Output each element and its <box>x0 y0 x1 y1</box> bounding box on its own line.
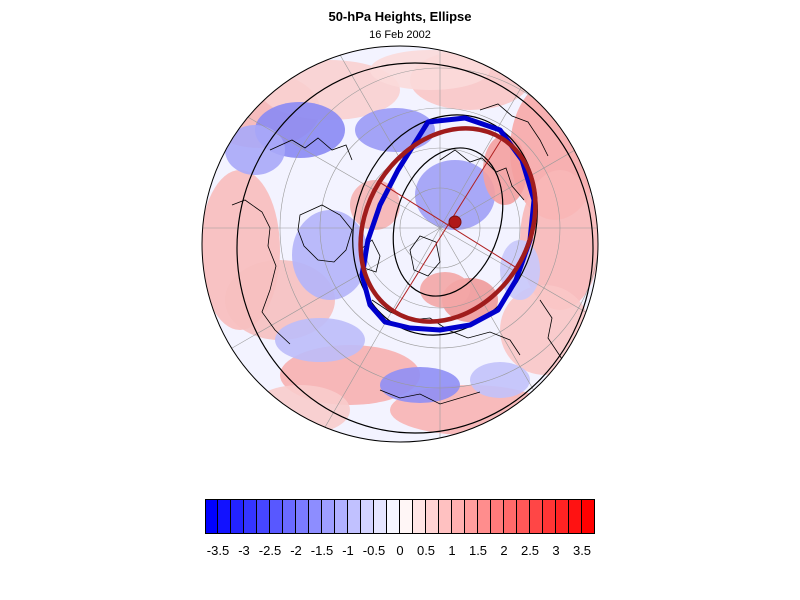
globe-outline <box>201 45 599 443</box>
colorbar-tick-label: 1 <box>448 543 456 558</box>
meridian-line <box>439 227 598 379</box>
coastline-asia-pacific <box>479 103 549 157</box>
colorbar-cell <box>205 499 218 534</box>
colorbar-cell <box>218 499 231 534</box>
coastline-americas <box>231 199 291 345</box>
colorbar <box>205 499 595 534</box>
colorbar-tick-label: 0 <box>396 543 404 558</box>
colorbar-cell <box>309 499 322 534</box>
colorbar-tick-label: -1.5 <box>310 543 334 558</box>
height-contour-middle <box>352 114 538 336</box>
colorbar-tick-label: -2.5 <box>258 543 282 558</box>
anomaly-patch <box>370 50 490 90</box>
map-date: 16 Feb 2002 <box>369 29 431 41</box>
coastline-novaya-zemlya <box>409 235 441 277</box>
anomaly-patch <box>225 125 285 175</box>
coastline-siberia <box>439 149 525 201</box>
colorbar-cell <box>504 499 517 534</box>
anomaly-patch <box>470 362 530 398</box>
colorbar-cell <box>374 499 387 534</box>
map-title: 50-hPa Heights, Ellipse <box>328 9 472 24</box>
meridian-line <box>439 46 591 229</box>
meridian-line <box>439 77 598 229</box>
colorbar-cell <box>569 499 582 534</box>
colorbar-cell <box>348 499 361 534</box>
colorbar-cell <box>322 499 335 534</box>
colorbar-cell <box>452 499 465 534</box>
colorbar-cell <box>556 499 569 534</box>
colorbar-tick-label: -2 <box>290 543 302 558</box>
colorbar-cell <box>361 499 374 534</box>
colorbar-cell <box>465 499 478 534</box>
colorbar-cell <box>543 499 556 534</box>
colorbar-cell <box>387 499 400 534</box>
colorbar-cell <box>296 499 309 534</box>
meridian-line <box>289 46 441 229</box>
colorbar-tick-label: 2.5 <box>520 543 540 558</box>
colorbar-tick-label: -3 <box>238 543 250 558</box>
colorbar-cell <box>231 499 244 534</box>
colorbar-cell <box>517 499 530 534</box>
anomaly-patch <box>415 160 495 230</box>
anomaly-patch <box>483 135 527 205</box>
colorbar-cell <box>283 499 296 534</box>
lat-lon-grid <box>202 46 598 442</box>
anomaly-patch <box>420 272 470 308</box>
colorbar-cell <box>335 499 348 534</box>
colorbar-cell <box>426 499 439 534</box>
coastline-africa-north <box>379 389 481 405</box>
height-contour-outer <box>236 62 594 434</box>
ellipse-centroid <box>448 215 462 229</box>
anomaly-patch <box>380 367 460 403</box>
map-field <box>202 46 598 442</box>
height-contours <box>236 62 594 434</box>
coastline-canada-north <box>269 137 353 161</box>
colorbar-cell <box>244 499 257 534</box>
meridian-line <box>439 227 591 442</box>
colorbar-cell <box>491 499 504 534</box>
colorbar-cell <box>530 499 543 534</box>
colorbar-tick-label: 2 <box>500 543 508 558</box>
colorbar-cell <box>257 499 270 534</box>
colorbar-tick-label: 0.5 <box>416 543 436 558</box>
fitted-ellipse-group <box>358 126 538 324</box>
colorbar-cell <box>400 499 413 534</box>
colorbar-tick-label: 3.5 <box>572 543 592 558</box>
colorbar-tick-label: 3 <box>552 543 560 558</box>
colorbar-tick-label: -3.5 <box>206 543 230 558</box>
colorbar-cell <box>270 499 283 534</box>
height-contour-inner <box>392 147 504 297</box>
colorbar-cell <box>478 499 491 534</box>
colorbar-cell <box>413 499 426 534</box>
colorbar-tick-label: -1 <box>342 543 354 558</box>
coastline-greenland <box>297 204 353 263</box>
anomaly-patch <box>520 170 598 310</box>
colorbar-tick-label: 1.5 <box>468 543 488 558</box>
colorbar-cell <box>439 499 452 534</box>
colorbar-tick-label: -0.5 <box>362 543 386 558</box>
colorbar-cell <box>582 499 595 534</box>
anomaly-patch <box>275 318 365 362</box>
anomaly-patch <box>292 210 368 300</box>
anomaly-patch <box>500 285 590 375</box>
meridian-line <box>289 227 441 442</box>
ellipse-minor-axis <box>379 181 517 269</box>
